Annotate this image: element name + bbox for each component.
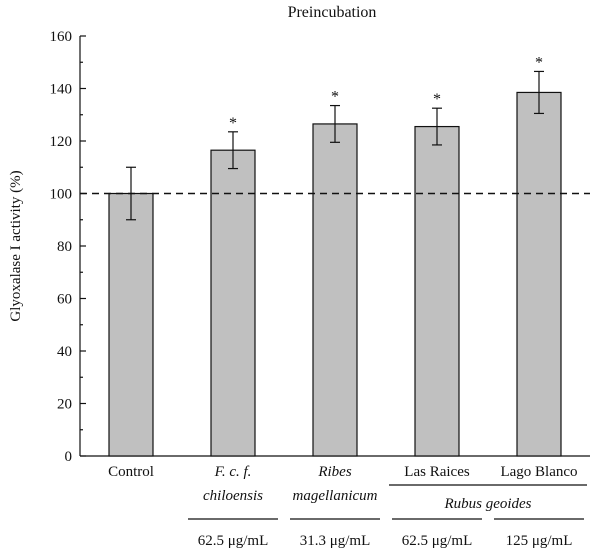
- significance-mark-4: *: [535, 54, 543, 71]
- y-tick-label: 140: [50, 82, 73, 98]
- significance-mark-3: *: [433, 91, 441, 108]
- significance-mark-1: *: [229, 115, 237, 132]
- bar-4: [516, 91, 562, 457]
- plot-area: 0 20 40 60 80 100 120 140 160 * * * * Control F. c. f.…: [50, 29, 590, 549]
- y-tick-label: 160: [50, 29, 73, 45]
- bar-2: [312, 123, 358, 457]
- y-tick-label: 20: [57, 397, 72, 413]
- significance-mark-2: *: [331, 89, 339, 106]
- category-label-2: Ribes: [317, 464, 351, 480]
- bar-3: [414, 125, 460, 457]
- category-sublabel-2: magellanicum: [293, 488, 378, 504]
- y-tick-label: 100: [50, 187, 73, 203]
- category-label-1: F. c. f.: [214, 464, 252, 480]
- bar-1: [210, 149, 256, 457]
- dose-label-4: 125 μg/mL: [506, 533, 573, 549]
- y-tick-label: 40: [57, 344, 72, 360]
- category-label-3: Las Raices: [404, 464, 470, 480]
- y-axis-label: Glyoxalase I activity (%): [8, 170, 24, 321]
- group-label: Rubus geoides: [443, 496, 531, 512]
- dose-label-2: 31.3 μg/mL: [300, 533, 371, 549]
- category-sublabel-1: chiloensis: [203, 488, 263, 504]
- y-tick-label: 80: [57, 239, 72, 255]
- dose-label-3: 62.5 μg/mL: [402, 533, 473, 549]
- bar-0: [108, 192, 154, 457]
- dose-label-1: 62.5 μg/mL: [198, 533, 269, 549]
- y-tick-label: 120: [50, 134, 73, 150]
- chart-title: Preincubation: [288, 4, 377, 21]
- y-tick-label: 60: [57, 292, 72, 308]
- y-tick-label: 0: [65, 449, 73, 465]
- category-label-0: Control: [108, 464, 154, 480]
- category-label-4: Lago Blanco: [500, 464, 577, 480]
